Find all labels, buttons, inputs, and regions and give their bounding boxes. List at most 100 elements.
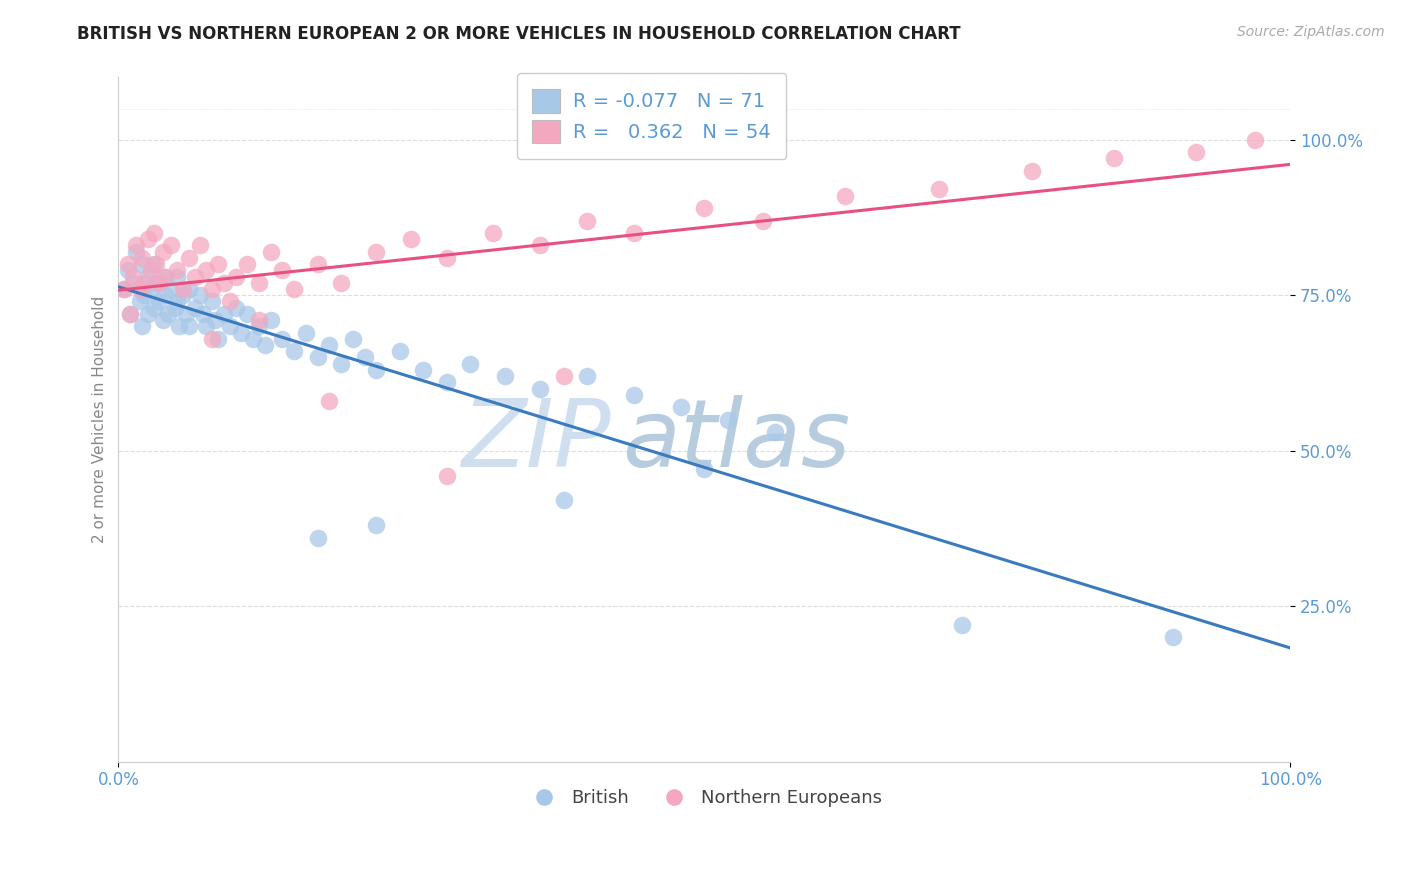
Point (247, 276, 270, 290)
Point (436, 376, 458, 390)
Point (1021, 163, 1043, 178)
Point (330, 357, 353, 371)
Point (190, 238, 212, 252)
Point (693, 201, 716, 215)
Point (693, 462, 716, 476)
Point (576, 213, 599, 227)
Point (752, 213, 775, 227)
Point (494, 369, 516, 384)
Text: Source: ZipAtlas.com: Source: ZipAtlas.com (1237, 25, 1385, 39)
Point (353, 351, 375, 365)
Point (928, 182, 950, 196)
Point (436, 468, 458, 483)
Point (155, 269, 177, 284)
Y-axis label: 2 or more Vehicles in Household: 2 or more Vehicles in Household (93, 296, 107, 543)
Point (201, 332, 224, 346)
Point (136, 232, 159, 246)
Point (247, 319, 270, 334)
Point (191, 307, 214, 321)
Point (763, 425, 786, 439)
Point (177, 282, 200, 296)
Point (295, 326, 318, 340)
Point (1185, 145, 1208, 160)
Point (529, 238, 551, 252)
Point (388, 344, 411, 359)
Text: ZIP: ZIP (461, 394, 610, 485)
Point (145, 276, 167, 290)
Point (121, 269, 143, 284)
Point (307, 257, 329, 271)
Point (204, 313, 226, 327)
Point (141, 263, 163, 277)
Point (112, 282, 135, 296)
Point (155, 269, 177, 284)
Point (120, 307, 142, 321)
Point (177, 251, 200, 265)
Point (201, 282, 224, 296)
Point (623, 226, 645, 240)
Point (318, 338, 340, 352)
Point (152, 244, 174, 259)
Text: atlas: atlas (623, 394, 851, 485)
Point (176, 307, 198, 321)
Point (482, 226, 505, 240)
Point (183, 269, 205, 284)
Point (576, 369, 599, 384)
Point (834, 188, 856, 202)
Point (160, 282, 183, 296)
Point (225, 269, 247, 284)
Point (166, 263, 188, 277)
Point (218, 294, 240, 309)
Point (231, 326, 253, 340)
Point (152, 313, 174, 327)
Point (142, 257, 165, 271)
Point (136, 269, 159, 284)
Point (1161, 631, 1184, 645)
Point (436, 251, 458, 265)
Point (1104, 151, 1126, 165)
Point (125, 244, 148, 259)
Point (148, 276, 170, 290)
Point (166, 294, 188, 309)
Point (131, 319, 153, 334)
Point (260, 313, 283, 327)
Point (134, 288, 156, 302)
Point (207, 257, 229, 271)
Point (141, 282, 163, 296)
Point (166, 269, 188, 284)
Point (156, 307, 179, 321)
Point (212, 307, 235, 321)
Point (401, 232, 423, 246)
Point (195, 319, 218, 334)
Point (190, 288, 212, 302)
Point (142, 226, 165, 240)
Point (717, 412, 740, 426)
Point (218, 319, 240, 334)
Point (145, 257, 167, 271)
Point (307, 531, 329, 545)
Point (247, 313, 270, 327)
Point (201, 294, 224, 309)
Point (169, 319, 191, 334)
Point (125, 238, 148, 252)
Point (253, 338, 276, 352)
Point (342, 332, 364, 346)
Point (458, 357, 481, 371)
Point (260, 244, 283, 259)
Point (172, 288, 194, 302)
Legend: British, Northern Europeans: British, Northern Europeans (519, 782, 890, 814)
Point (142, 301, 165, 315)
Point (366, 244, 388, 259)
Point (148, 294, 170, 309)
Point (225, 301, 247, 315)
Point (412, 363, 434, 377)
Point (283, 282, 305, 296)
Point (117, 263, 139, 277)
Point (1244, 133, 1267, 147)
Point (236, 257, 259, 271)
Point (195, 263, 218, 277)
Point (366, 518, 388, 533)
Point (163, 301, 186, 315)
Point (271, 332, 294, 346)
Point (236, 307, 259, 321)
